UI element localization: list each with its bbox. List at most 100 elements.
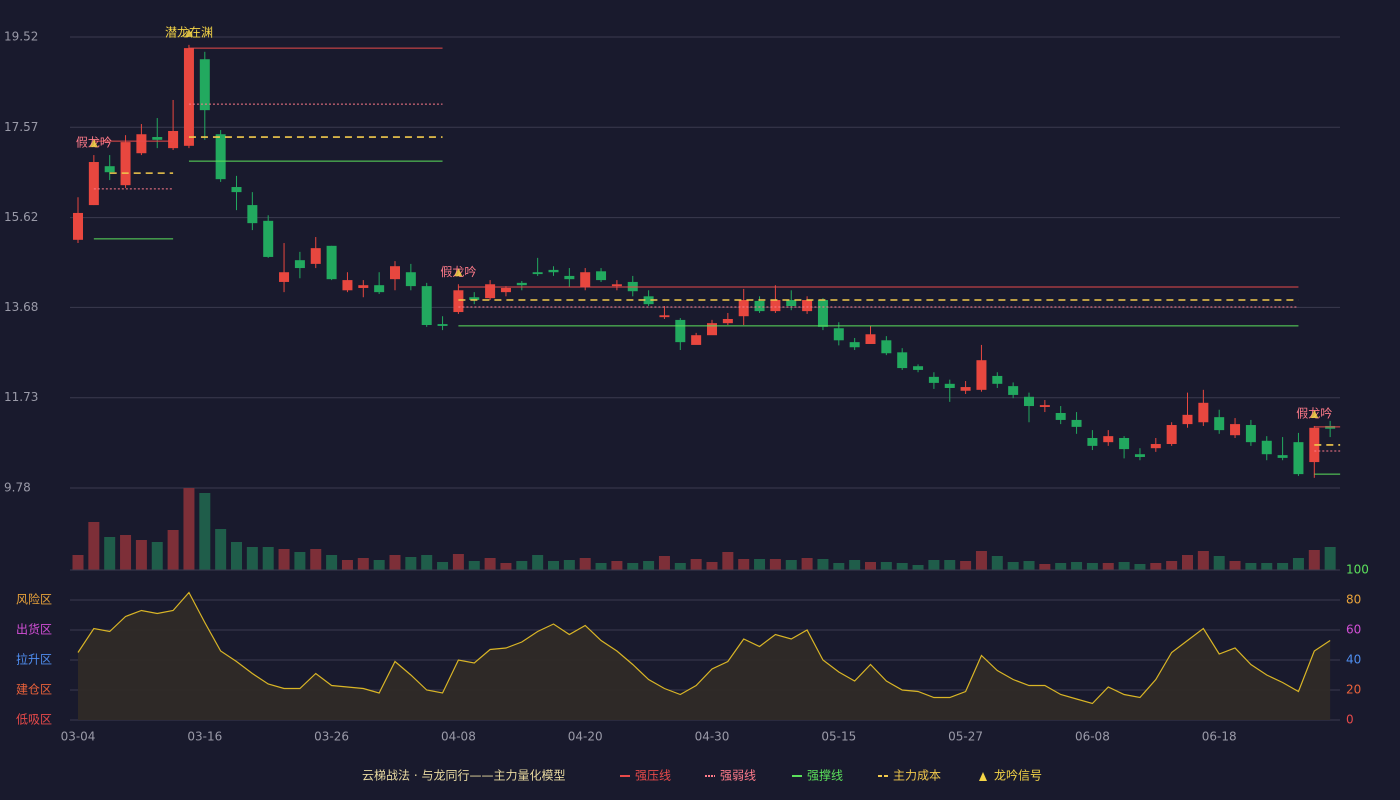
candle-body <box>532 272 543 275</box>
y-tick-label: 17.57 <box>4 120 38 134</box>
legend-label: 主力成本 <box>893 769 941 783</box>
volume-bar <box>120 535 132 570</box>
candle-body <box>516 282 527 286</box>
volume-bar <box>880 562 892 570</box>
x-tick-label: 03-16 <box>187 730 222 744</box>
x-tick-label: 04-20 <box>568 730 603 744</box>
candle-body <box>833 328 844 341</box>
volume-bar <box>1245 563 1257 570</box>
volume-bar <box>579 558 591 570</box>
volume-bar <box>183 488 195 570</box>
candle-body <box>564 275 575 280</box>
volume-bar <box>452 554 464 570</box>
candle-body <box>1087 437 1098 446</box>
volume-bar <box>278 549 290 570</box>
volume-bar <box>658 556 670 570</box>
candle-body <box>849 342 860 348</box>
volume-bar <box>215 529 227 570</box>
volume-bar <box>484 558 496 570</box>
candle-body <box>152 137 163 140</box>
volume-bar <box>896 563 908 570</box>
volume-bar <box>1229 561 1241 570</box>
volume-bar <box>104 537 116 570</box>
x-tick-label: 04-08 <box>441 730 476 744</box>
candle-body <box>437 324 448 326</box>
volume-bar <box>1324 547 1336 570</box>
candle-body <box>928 376 939 383</box>
volume-bar <box>849 560 861 570</box>
candle-body <box>1182 414 1193 425</box>
candle-body <box>1230 424 1241 436</box>
x-tick-label: 06-08 <box>1075 730 1110 744</box>
y-tick-label: 19.52 <box>4 30 38 44</box>
volume-bar <box>405 557 417 570</box>
x-tick-label: 06-18 <box>1202 730 1237 744</box>
candle-body <box>421 286 432 326</box>
volume-bar <box>135 540 147 570</box>
candle-body <box>707 323 717 336</box>
volume-bar <box>437 562 449 570</box>
volume-bar <box>738 559 750 570</box>
candle-body <box>263 220 274 257</box>
volume-bar <box>262 547 274 570</box>
legend-label: 强弱线 <box>720 769 756 783</box>
volume-bar <box>785 560 797 570</box>
candle-body <box>73 212 83 240</box>
volume-bar <box>1213 556 1225 570</box>
volume-bar <box>72 555 84 570</box>
candle-body <box>596 271 607 281</box>
candle-body <box>643 296 654 305</box>
signal-marker <box>89 139 98 148</box>
volume-bar <box>706 562 718 570</box>
legend-title: 云梯战法 · 与龙同行——主力量化模型 <box>362 769 565 783</box>
candle-body <box>453 290 464 313</box>
volume-bar <box>468 561 480 570</box>
y-tick-label: 9.78 <box>4 481 31 495</box>
zone-label: 拉升区 <box>16 652 52 667</box>
candle-body <box>659 315 670 318</box>
volume-bar <box>548 561 559 570</box>
candle-body <box>279 272 290 282</box>
volume-bar <box>833 563 845 570</box>
candle-body <box>738 300 749 317</box>
volume-bar <box>500 563 512 570</box>
x-tick-label: 05-27 <box>948 730 983 744</box>
candle-body <box>485 284 496 299</box>
candle-body <box>865 334 876 344</box>
candle-body <box>342 280 353 291</box>
candle-body <box>1293 442 1304 475</box>
y-tick-label: 13.68 <box>4 300 38 314</box>
candle-body <box>976 360 987 390</box>
candle-body <box>183 48 194 146</box>
volume-bar <box>1055 563 1067 570</box>
legend-label: 龙吟信号 <box>994 768 1042 783</box>
volume-bar <box>326 555 338 570</box>
volume-bar <box>246 547 258 570</box>
candle-body <box>469 297 480 301</box>
volume-bar <box>516 561 528 570</box>
volume-bar <box>1277 563 1289 570</box>
volume-bar <box>1007 562 1019 570</box>
indicator-area <box>78 592 1331 720</box>
x-tick-label: 05-15 <box>821 730 856 744</box>
volume-bar <box>88 522 100 570</box>
volume-bar <box>643 561 655 570</box>
candle-body <box>897 352 908 369</box>
volume-bar <box>991 556 1003 570</box>
volume-bar <box>421 555 433 570</box>
x-tick-label: 03-26 <box>314 730 349 744</box>
volume-bar <box>690 559 702 570</box>
y2-tick-label: 0 <box>1346 713 1354 727</box>
candle-body <box>310 248 321 264</box>
volume-bar <box>167 530 179 570</box>
candle-body <box>944 383 955 388</box>
candle-body <box>168 130 179 149</box>
y2-tick-label: 100 <box>1346 563 1369 577</box>
candle-body <box>1134 454 1145 457</box>
volume-bar <box>231 542 242 570</box>
candle-body <box>1150 444 1161 449</box>
candle-body <box>1261 440 1272 455</box>
candle-body <box>390 266 400 280</box>
signal-marker <box>184 28 193 37</box>
candle-body <box>817 300 828 327</box>
